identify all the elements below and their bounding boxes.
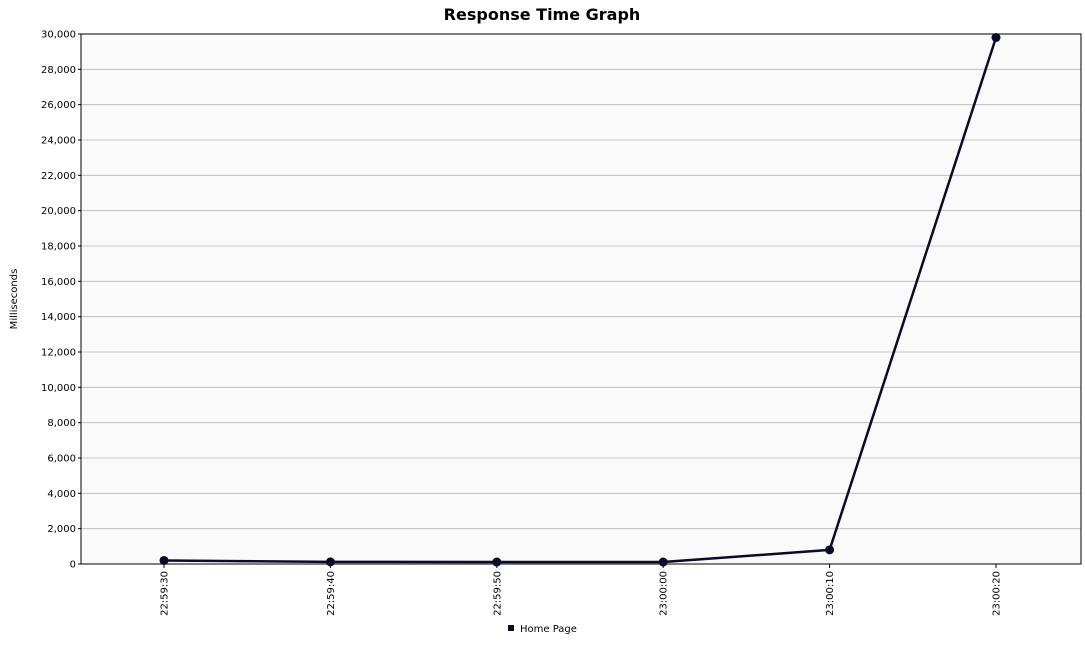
- y-tick-label: 28,000: [41, 65, 76, 76]
- y-tick-label: 16,000: [41, 277, 76, 288]
- y-tick-label: 22,000: [41, 171, 76, 182]
- y-tick-label: 2,000: [47, 524, 76, 535]
- data-point: [159, 555, 169, 565]
- y-tick-label: 8,000: [47, 418, 76, 429]
- x-tick-label: 22:59:40: [326, 571, 337, 616]
- y-tick-label: 14,000: [41, 312, 76, 323]
- y-axis-label: Milliseconds: [9, 269, 20, 330]
- plot-border: [80, 33, 1082, 565]
- plot-area: [81, 34, 1081, 564]
- y-tick-label: 6,000: [47, 454, 76, 465]
- x-axis-ticks: 22:59:30 22:59:40 22:59:50 23:00:00 23:00:10…: [160, 564, 1003, 616]
- series-line-home-page: [163, 37, 998, 564]
- data-point: [325, 557, 335, 567]
- y-tick-label: 24,000: [41, 136, 76, 147]
- y-axis-ticks: 0 2,000 4,000 6,000 8,000 10,000 12,000 14,000 1…: [41, 30, 81, 571]
- y-tick-label: 26,000: [41, 100, 76, 111]
- grid-lines: [81, 68, 1081, 530]
- y-tick-label: 4,000: [47, 489, 76, 500]
- legend-entry-home-page: Home Page: [520, 624, 577, 635]
- x-tick-label: 22:59:50: [492, 571, 503, 616]
- data-point: [492, 557, 502, 567]
- x-tick-label: 23:00:20: [992, 571, 1003, 616]
- y-tick-label: 18,000: [41, 242, 76, 253]
- series-layer: [159, 33, 1001, 567]
- y-tick-label: 30,000: [41, 30, 76, 41]
- data-point: [825, 545, 835, 555]
- legend-swatch: [508, 625, 514, 631]
- x-tick-label: 22:59:30: [160, 571, 171, 616]
- y-tick-label: 0: [70, 560, 76, 571]
- y-tick-label: 20,000: [41, 206, 76, 217]
- data-point: [658, 557, 668, 567]
- chart-title: Response Time Graph: [444, 5, 641, 24]
- legend: Home Page: [508, 624, 577, 635]
- y-tick-label: 12,000: [41, 348, 76, 359]
- x-tick-label: 23:00:00: [659, 571, 670, 616]
- x-tick-label: 23:00:10: [825, 571, 836, 616]
- y-tick-label: 10,000: [41, 383, 76, 394]
- data-point: [991, 33, 1001, 43]
